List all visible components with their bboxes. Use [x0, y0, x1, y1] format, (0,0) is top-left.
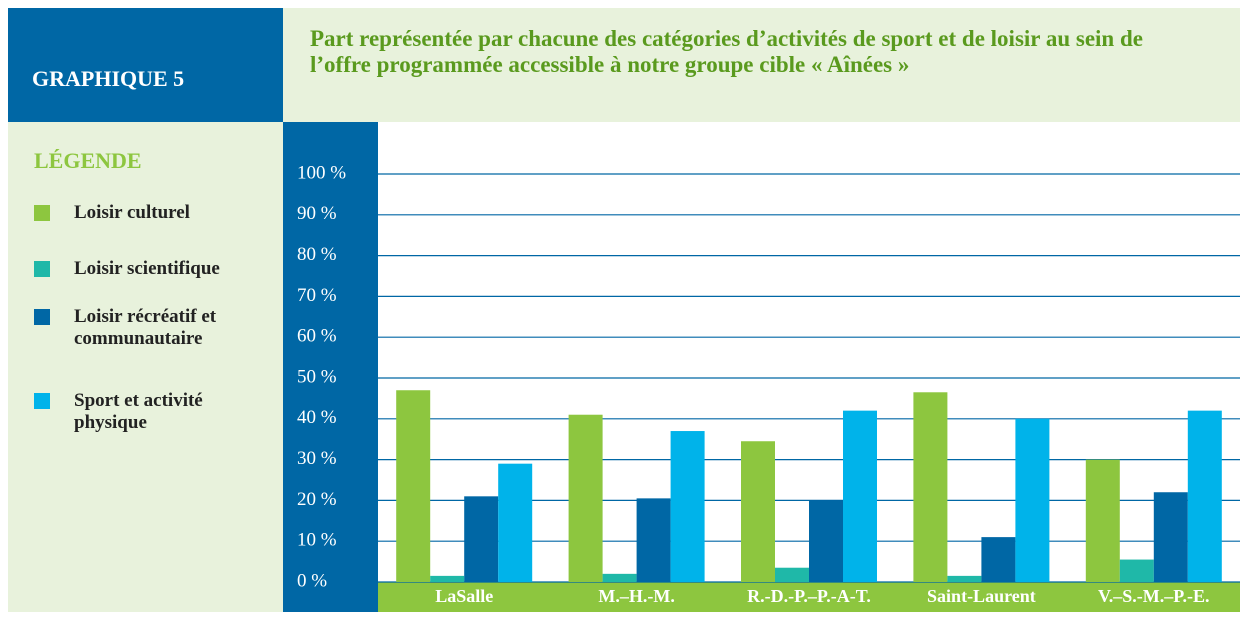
x-tick-label: V.–S.-M.–P.-E. — [1098, 586, 1210, 606]
chart-title: Part représentée par chacune des catégor… — [310, 26, 1143, 77]
y-tick-label: 90 % — [297, 203, 337, 224]
bar — [947, 575, 982, 582]
legend-swatch — [34, 309, 50, 325]
category-band — [378, 582, 1240, 612]
bar — [809, 500, 843, 582]
y-tick-label: 20 % — [297, 489, 337, 510]
y-tick-label: 10 % — [297, 530, 337, 551]
legend-label: Loisir culturel — [74, 202, 190, 223]
header-label-box: GRAPHIQUE 5 — [8, 8, 283, 122]
legend-title: LÉGENDE — [34, 148, 142, 173]
y-tick-label: 100 % — [297, 162, 346, 183]
bar — [498, 463, 533, 582]
y-tick-label: 70 % — [297, 285, 337, 306]
bar — [913, 392, 948, 582]
bar — [1153, 492, 1188, 582]
bar — [430, 575, 465, 582]
legend: LÉGENDE Loisir culturel Loisir scientifiqu… — [8, 122, 283, 612]
bar — [1187, 410, 1222, 582]
header-label: GRAPHIQUE 5 — [32, 66, 185, 91]
legend-entry: Loisir scientifique — [34, 258, 284, 280]
x-tick-label: Saint-Laurent — [927, 586, 1036, 606]
bar — [741, 441, 775, 582]
y-axis-panel — [283, 122, 378, 612]
y-tick-label: 40 % — [297, 407, 337, 428]
legend-entry: Loisir culturel — [34, 202, 284, 224]
legend-entry: Loisir récréatif et communautaire — [34, 306, 284, 350]
legend-swatch — [34, 205, 50, 221]
x-tick-label: LaSalle — [435, 586, 493, 606]
y-tick-label: 0 % — [297, 570, 327, 591]
bar — [670, 431, 705, 582]
legend-swatch — [34, 393, 50, 409]
y-tick-label: 80 % — [297, 244, 337, 265]
y-tick-label: 60 % — [297, 326, 337, 347]
bar — [636, 498, 671, 582]
bar — [602, 573, 637, 582]
bar — [1085, 459, 1120, 582]
legend-label: Loisir scientifique — [74, 258, 220, 279]
bar — [1015, 418, 1050, 582]
bar — [568, 414, 603, 582]
legend-label: Sport et activité physique — [74, 390, 203, 433]
bar — [775, 567, 809, 582]
legend-swatch — [34, 261, 50, 277]
y-tick-label: 30 % — [297, 448, 337, 469]
bar — [1119, 559, 1154, 582]
bar — [464, 496, 499, 582]
x-tick-label: R.-D.-P.–P.-A-T. — [747, 586, 871, 606]
title-box: Part représentée par chacune des catégor… — [283, 8, 1240, 122]
bar — [981, 537, 1016, 582]
y-tick-label: 50 % — [297, 366, 337, 387]
x-tick-label: M.–H.-M. — [598, 586, 674, 606]
bar — [396, 390, 431, 582]
legend-label: Loisir récréatif et communautaire — [74, 306, 217, 349]
bar — [843, 410, 877, 582]
legend-entry: Sport et activité physique — [34, 390, 284, 434]
